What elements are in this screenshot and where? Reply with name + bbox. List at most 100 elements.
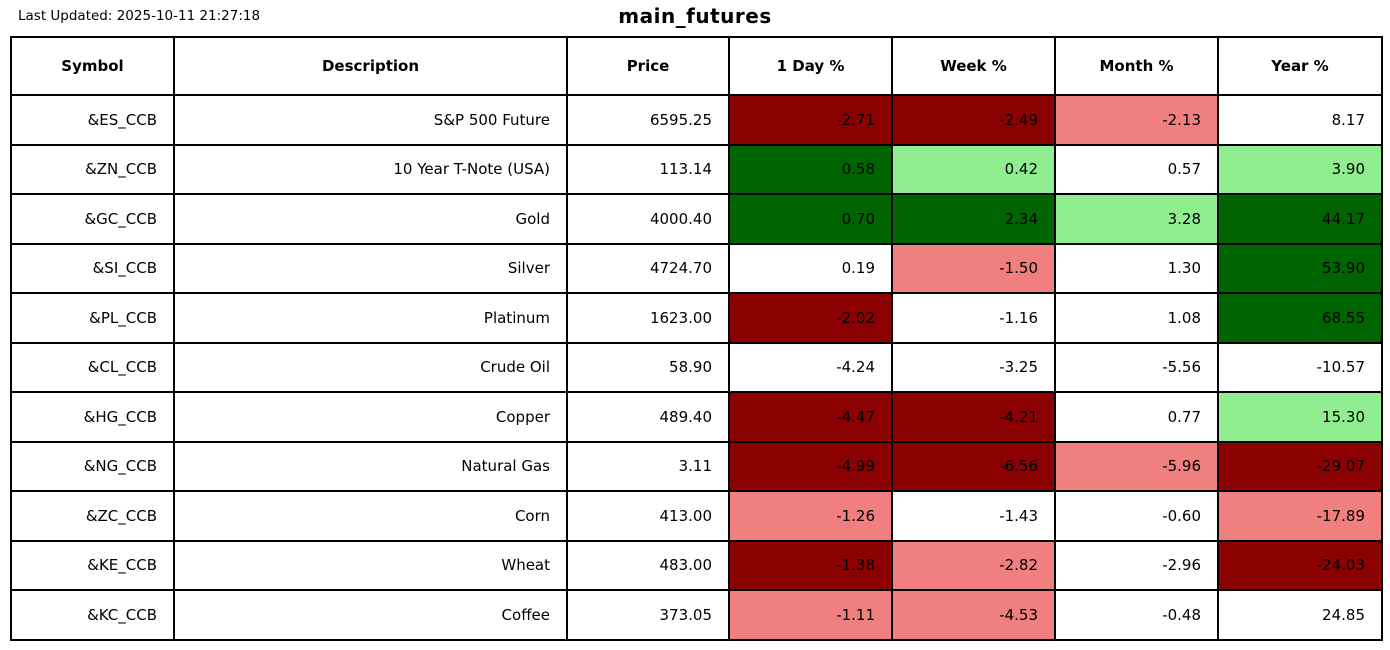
day-change-cell: -2.02 <box>728 292 893 344</box>
year-change-cell: 44.17 <box>1217 193 1383 245</box>
year-change-cell: 3.90 <box>1217 143 1383 195</box>
symbol-cell: &ZN_CCB <box>10 143 175 195</box>
column-header-1day-pct: 1 Day % <box>728 36 893 96</box>
year-change-cell: 8.17 <box>1217 94 1383 146</box>
symbol-cell: &GC_CCB <box>10 193 175 245</box>
table-row: &PL_CCB Platinum 1623.00 -2.02 -1.16 1.08 68.5… <box>10 292 1383 344</box>
day-change-cell: -1.11 <box>728 589 893 641</box>
column-header-description: Description <box>173 36 568 96</box>
price-cell: 113.14 <box>566 143 730 195</box>
week-change-cell: 2.34 <box>891 193 1056 245</box>
price-cell: 6595.25 <box>566 94 730 146</box>
month-change-cell: -2.13 <box>1054 94 1219 146</box>
week-change-cell: -4.21 <box>891 391 1056 443</box>
month-change-cell: -5.56 <box>1054 341 1219 393</box>
description-cell: Natural Gas <box>173 440 568 492</box>
day-change-cell: 0.19 <box>728 242 893 294</box>
table-header-row: Symbol Description Price 1 Day % Week % … <box>10 36 1383 96</box>
day-change-cell: -4.99 <box>728 440 893 492</box>
day-change-cell: 0.70 <box>728 193 893 245</box>
column-header-year-pct: Year % <box>1217 36 1383 96</box>
year-change-cell: -17.89 <box>1217 490 1383 542</box>
description-cell: Copper <box>173 391 568 443</box>
month-change-cell: 3.28 <box>1054 193 1219 245</box>
table-row: &ZN_CCB 10 Year T-Note (USA) 113.14 0.58 0.4… <box>10 143 1383 195</box>
week-change-cell: -1.43 <box>891 490 1056 542</box>
price-cell: 4724.70 <box>566 242 730 294</box>
column-header-month-pct: Month % <box>1054 36 1219 96</box>
price-cell: 413.00 <box>566 490 730 542</box>
description-cell: Crude Oil <box>173 341 568 393</box>
table-row: &ES_CCB S&P 500 Future 6595.25 -2.71 -2.49 -2… <box>10 94 1383 146</box>
day-change-cell: 0.58 <box>728 143 893 195</box>
table-row: &SI_CCB Silver 4724.70 0.19 -1.50 1.30 53.90 <box>10 242 1383 294</box>
week-change-cell: 0.42 <box>891 143 1056 195</box>
month-change-cell: -0.48 <box>1054 589 1219 641</box>
week-change-cell: -1.16 <box>891 292 1056 344</box>
month-change-cell: 1.30 <box>1054 242 1219 294</box>
week-change-cell: -2.49 <box>891 94 1056 146</box>
week-change-cell: -3.25 <box>891 341 1056 393</box>
symbol-cell: &ES_CCB <box>10 94 175 146</box>
day-change-cell: -1.38 <box>728 539 893 591</box>
year-change-cell: -29.07 <box>1217 440 1383 492</box>
description-cell: Corn <box>173 490 568 542</box>
month-change-cell: 1.08 <box>1054 292 1219 344</box>
year-change-cell: -24.03 <box>1217 539 1383 591</box>
description-cell: Platinum <box>173 292 568 344</box>
symbol-cell: &NG_CCB <box>10 440 175 492</box>
day-change-cell: -2.71 <box>728 94 893 146</box>
column-header-week-pct: Week % <box>891 36 1056 96</box>
description-cell: Silver <box>173 242 568 294</box>
description-cell: Coffee <box>173 589 568 641</box>
column-header-price: Price <box>566 36 730 96</box>
day-change-cell: -1.26 <box>728 490 893 542</box>
price-cell: 1623.00 <box>566 292 730 344</box>
table-row: &GC_CCB Gold 4000.40 0.70 2.34 3.28 44.17 <box>10 193 1383 245</box>
description-cell: Wheat <box>173 539 568 591</box>
symbol-cell: &SI_CCB <box>10 242 175 294</box>
day-change-cell: -4.47 <box>728 391 893 443</box>
symbol-cell: &PL_CCB <box>10 292 175 344</box>
price-cell: 58.90 <box>566 341 730 393</box>
price-cell: 373.05 <box>566 589 730 641</box>
price-cell: 4000.40 <box>566 193 730 245</box>
month-change-cell: -0.60 <box>1054 490 1219 542</box>
year-change-cell: 24.85 <box>1217 589 1383 641</box>
month-change-cell: -2.96 <box>1054 539 1219 591</box>
description-cell: Gold <box>173 193 568 245</box>
year-change-cell: 53.90 <box>1217 242 1383 294</box>
week-change-cell: -1.50 <box>891 242 1056 294</box>
year-change-cell: 68.55 <box>1217 292 1383 344</box>
symbol-cell: &HG_CCB <box>10 391 175 443</box>
table-row: &KE_CCB Wheat 483.00 -1.38 -2.82 -2.96 -24.03 <box>10 539 1383 591</box>
table-row: &CL_CCB Crude Oil 58.90 -4.24 -3.25 -5.56 -10.… <box>10 341 1383 393</box>
week-change-cell: -6.56 <box>891 440 1056 492</box>
day-change-cell: -4.24 <box>728 341 893 393</box>
description-cell: S&P 500 Future <box>173 94 568 146</box>
last-updated-text: Last Updated: 2025-10-11 21:27:18 <box>18 8 261 24</box>
week-change-cell: -2.82 <box>891 539 1056 591</box>
year-change-cell: -10.57 <box>1217 341 1383 393</box>
symbol-cell: &CL_CCB <box>10 341 175 393</box>
price-cell: 489.40 <box>566 391 730 443</box>
symbol-cell: &KC_CCB <box>10 589 175 641</box>
month-change-cell: 0.77 <box>1054 391 1219 443</box>
symbol-cell: &ZC_CCB <box>10 490 175 542</box>
month-change-cell: -5.96 <box>1054 440 1219 492</box>
symbol-cell: &KE_CCB <box>10 539 175 591</box>
week-change-cell: -4.53 <box>891 589 1056 641</box>
table-body: &ES_CCB S&P 500 Future 6595.25 -2.71 -2.49 -2… <box>10 94 1383 641</box>
year-change-cell: 15.30 <box>1217 391 1383 443</box>
price-cell: 483.00 <box>566 539 730 591</box>
table-row: &KC_CCB Coffee 373.05 -1.11 -4.53 -0.48 24.85 <box>10 589 1383 641</box>
table-row: &HG_CCB Copper 489.40 -4.47 -4.21 0.77 15.30 <box>10 391 1383 443</box>
price-cell: 3.11 <box>566 440 730 492</box>
table-row: &ZC_CCB Corn 413.00 -1.26 -1.43 -0.60 -17.89 <box>10 490 1383 542</box>
month-change-cell: 0.57 <box>1054 143 1219 195</box>
table-row: &NG_CCB Natural Gas 3.11 -4.99 -6.56 -5.96 -29… <box>10 440 1383 492</box>
page-title: main_futures <box>618 4 772 28</box>
futures-table: Symbol Description Price 1 Day % Week % … <box>10 36 1383 641</box>
description-cell: 10 Year T-Note (USA) <box>173 143 568 195</box>
column-header-symbol: Symbol <box>10 36 175 96</box>
